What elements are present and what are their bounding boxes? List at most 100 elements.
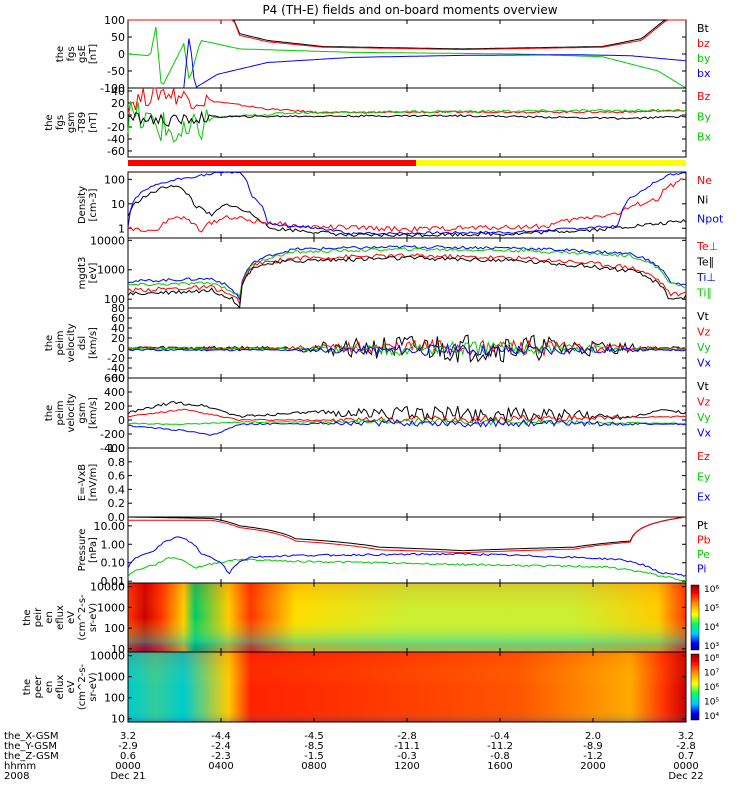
y-tick-label: 100	[104, 622, 125, 635]
y-axis-label: [cm-3]	[88, 188, 99, 221]
legend-entry: Vt	[697, 380, 710, 393]
npot-line	[127, 171, 687, 236]
y-tick-label: 0	[118, 342, 125, 355]
y-tick-label: 0.4	[108, 483, 126, 496]
vx-line	[127, 342, 687, 358]
legend-entry: Vx	[697, 357, 712, 370]
y-axis-label: the	[44, 114, 55, 130]
mode-bar	[128, 160, 686, 166]
y-axis-label: dsl	[77, 336, 88, 350]
y-tick-label: -40	[107, 362, 125, 375]
y-axis-label: (cm^2-s-	[77, 594, 88, 641]
x-axis-tick-label: 0000	[673, 761, 698, 772]
panel-efield: 1.00.80.60.40.20.0 E=-VxB [mV/m] Ez Ey Ex	[77, 442, 711, 524]
vx-gsm-line	[127, 419, 687, 436]
spectrogram-overlay	[128, 583, 686, 652]
x-axis-row-label: 2008	[4, 771, 29, 782]
y-tick-label: 0.2	[108, 497, 126, 510]
vz-gsm-line	[127, 408, 687, 424]
colorbar-tick-label: 10⁶	[704, 585, 719, 595]
y-tick-label: 10	[111, 713, 125, 726]
y-axis-label: the	[44, 405, 55, 421]
y-axis-label: (cm^2-s-	[77, 663, 88, 710]
legend-entry: Vy	[697, 411, 711, 424]
ti-par-line	[127, 247, 687, 298]
y-axis-label: gsE	[77, 45, 88, 63]
x-axis-tick-label: 0400	[208, 761, 233, 772]
bt-line	[128, 19, 686, 50]
y-axis-label: gsm	[77, 402, 88, 423]
panel-frame	[127, 237, 687, 309]
by-line	[127, 26, 687, 89]
x-axis-tick-label: -11.2	[487, 741, 513, 752]
y-axis-label: [nT]	[88, 44, 99, 64]
y-tick-label: 1000	[97, 671, 125, 684]
y-tick-label: 10000	[90, 581, 125, 594]
y-axis-label: en	[44, 681, 55, 694]
bx-gsm-line	[127, 110, 687, 127]
x-axis-tick-label: -8.9	[583, 741, 603, 752]
y-tick-label: -200	[100, 428, 125, 441]
legend-entry: Pi	[697, 563, 706, 576]
colorbar-tick-label: 10⁴	[704, 623, 719, 633]
panel-frame	[127, 171, 687, 239]
y-axis-label: sr-eV)	[88, 603, 99, 632]
x-axis-labels: the_X-GSMthe_Y-GSMthe_Z-GSMhhmm20083.2-2…	[4, 731, 704, 782]
y-tick-label: 20	[111, 97, 125, 110]
y-tick-label: 0	[118, 414, 125, 427]
y-axis-label: -T89	[77, 112, 88, 134]
pi-line	[127, 536, 687, 577]
x-axis-tick-label: 0.6	[120, 751, 136, 762]
legend-entry: Ne	[697, 174, 712, 187]
x-axis-tick-label: -2.3	[211, 751, 231, 762]
y-tick-label: 0	[118, 48, 125, 61]
mode-bar-slow	[416, 160, 686, 166]
colorbar	[690, 584, 700, 651]
vt-gsm-line	[127, 400, 687, 424]
x-axis-row-label: hhmm	[4, 761, 36, 772]
y-tick-label: 1.00	[101, 538, 126, 551]
y-tick-label: -50	[107, 65, 125, 78]
y-tick-label: -100	[100, 82, 125, 95]
panel-frame	[127, 447, 687, 518]
y-axis-label: peer	[33, 675, 44, 699]
x-axis-row-label: the_X-GSM	[4, 731, 58, 742]
y-axis-label: velocity	[66, 323, 77, 362]
ne-line	[127, 178, 687, 233]
vy-gsm-line	[127, 418, 687, 426]
colorbar-tick-label: 10⁷	[704, 669, 719, 679]
y-axis-label: fgs	[55, 115, 66, 130]
y-tick-label: 1	[118, 222, 125, 235]
y-axis-label: the	[44, 335, 55, 351]
y-axis-label: en	[44, 611, 55, 624]
vz-line	[127, 338, 687, 359]
y-tick-label: 200	[104, 400, 125, 413]
y-axis-label: [km/s]	[88, 327, 99, 359]
y-axis-label: [km/s]	[88, 397, 99, 429]
y-tick-label: 600	[104, 372, 125, 385]
y-tick-label: 100	[104, 293, 125, 306]
y-axis-label: eV	[66, 680, 77, 693]
colorbar	[690, 653, 700, 721]
legend-entry: Ex	[697, 491, 711, 504]
x-axis-tick-label: Dec 21	[110, 771, 145, 782]
legend-entry: Bx	[697, 131, 712, 144]
y-axis-label: [nT]	[88, 112, 99, 132]
legend-entry: Ni	[697, 193, 708, 206]
y-axis-label: fgs	[66, 46, 77, 61]
x-axis-tick-label: 1600	[487, 761, 512, 772]
y-axis-label: [nPa]	[88, 537, 99, 563]
y-axis-label: mgdt3	[77, 257, 88, 290]
y-tick-label: 100	[104, 14, 125, 27]
legend-entry: bz	[697, 37, 710, 50]
legend-entry: Vx	[697, 427, 712, 440]
y-axis-label: peir	[33, 607, 44, 627]
x-axis-row-label: the_Y-GSM	[4, 741, 57, 752]
y-tick-label: 10	[111, 643, 125, 656]
y-tick-label: 50	[111, 31, 125, 44]
x-axis-tick-label: -0.8	[490, 751, 510, 762]
y-axis-label: sr-eV)	[88, 672, 99, 701]
pb-line	[128, 516, 687, 554]
